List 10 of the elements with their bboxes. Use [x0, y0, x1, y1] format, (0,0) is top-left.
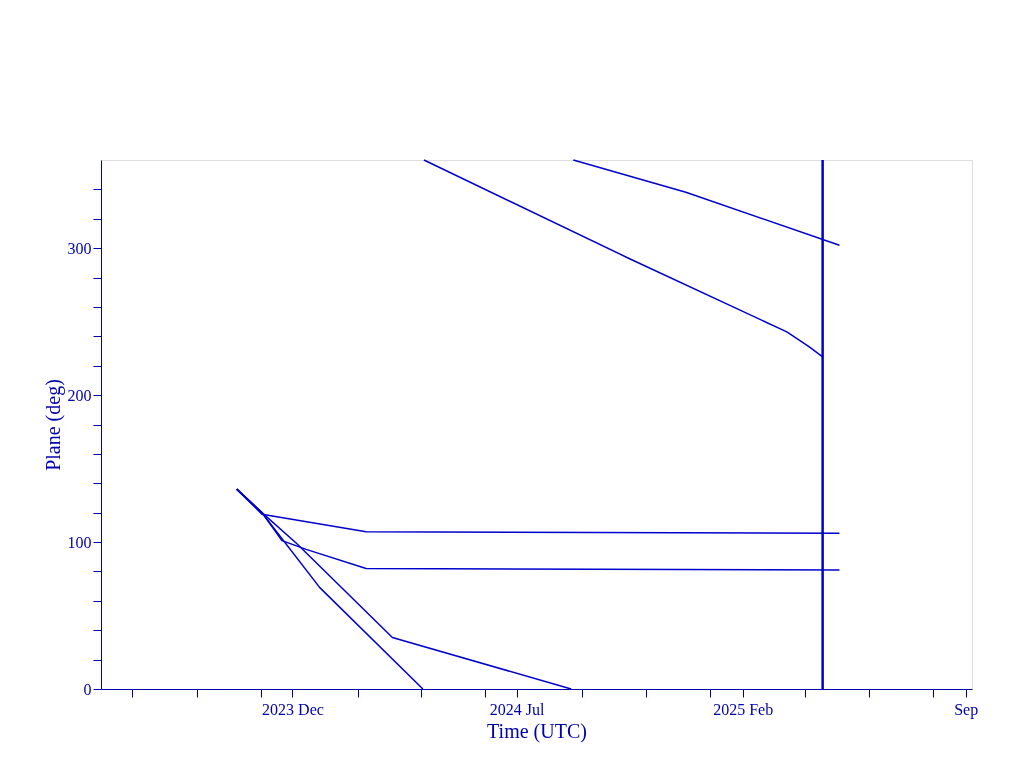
- y-tick-label: 300: [67, 239, 92, 257]
- y-tick-label: 100: [67, 533, 92, 551]
- x-tick-label: 2024 Jul: [489, 700, 545, 718]
- y-tick-label: 200: [67, 386, 92, 404]
- x-axis-title: Time (UTC): [487, 719, 587, 743]
- x-tick-label: 2025 Feb: [713, 700, 774, 718]
- y-tick-label: 0: [83, 680, 92, 698]
- y-axis-title: Plane (deg): [41, 379, 65, 471]
- x-tick-label: 2023 Dec: [262, 700, 324, 718]
- x-tick-label: Sep: [954, 700, 979, 719]
